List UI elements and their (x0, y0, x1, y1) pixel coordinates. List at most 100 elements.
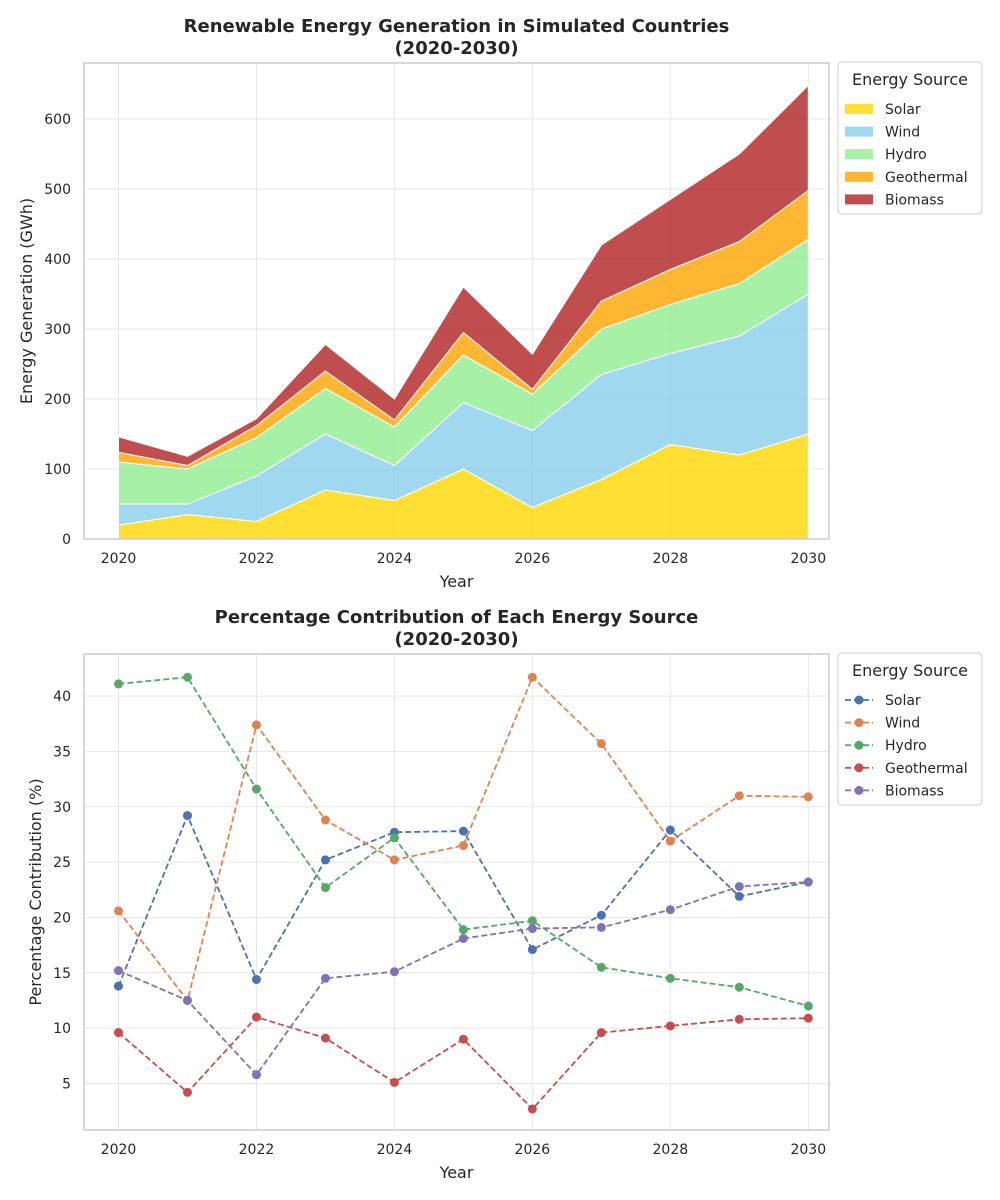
point-geothermal (734, 1014, 744, 1024)
legend-item-solar: Solar (845, 693, 921, 709)
legend-item-wind: Wind (845, 125, 920, 141)
legend-swatch (845, 104, 873, 114)
chart-2: 2020 2022 2024 2026 2028 2030 5 10 15 20 25 30 35 40 Y… (26, 607, 983, 1182)
chart-1: 2020 2022 2024 2026 2028 2030 0 100 200 300 400 500… (17, 16, 983, 591)
series-wind (113, 672, 813, 1005)
legend-label: Wind (885, 125, 920, 141)
point-wind (251, 720, 261, 730)
legend-swatch (845, 194, 873, 205)
point-solar (182, 811, 192, 821)
y-tick-label: 10 (53, 1021, 71, 1037)
point-hydro (389, 833, 399, 843)
point-biomass (665, 905, 675, 915)
series-hydro (113, 672, 813, 1011)
x-tick-label: 2024 (377, 1142, 413, 1158)
legend: Energy Source Solar Wind Hydro Geothermal Bio… (837, 652, 983, 806)
point-wind (803, 792, 813, 802)
x-tick-label: 2020 (101, 1142, 137, 1158)
point-biomass (182, 995, 192, 1005)
legend-item-geothermal: Geothermal (845, 170, 968, 186)
y-axis-label: Energy Generation (GWh) (17, 198, 36, 404)
point-wind (734, 791, 744, 801)
point-geothermal (182, 1087, 192, 1097)
series-solar (113, 811, 813, 991)
area-biomass (118, 84, 809, 467)
y-tick-label: 0 (62, 532, 71, 548)
point-wind (665, 836, 675, 846)
x-tick-label: 2020 (101, 551, 137, 567)
point-hydro (803, 1001, 813, 1011)
legend-label: Solar (885, 693, 921, 709)
point-wind (389, 855, 399, 865)
y-tick-label: 500 (44, 182, 71, 198)
point-geothermal (320, 1033, 330, 1043)
point-solar (734, 891, 744, 901)
legend-swatch (845, 149, 873, 160)
legend-label: Solar (885, 102, 921, 118)
chart-title-line: Renewable Energy Generation in Simulated… (184, 16, 730, 37)
legend-frame (837, 652, 983, 806)
chart-title: Percentage Contribution of Each Energy S… (215, 607, 699, 650)
point-biomass (527, 924, 537, 934)
x-tick-label: 2028 (653, 551, 689, 567)
y-tick-label: 300 (44, 322, 71, 338)
x-axis-label: Year (439, 1163, 474, 1182)
x-tick-label: 2022 (239, 551, 275, 567)
legend: Energy Source Solar Wind Hydro Geothermal Bio… (837, 61, 983, 215)
point-solar (458, 826, 468, 836)
series-biomass (113, 877, 813, 1080)
point-geothermal (113, 1028, 123, 1038)
point-wind (596, 739, 606, 749)
legend-label: Biomass (885, 192, 944, 208)
point-biomass (458, 933, 468, 943)
plot-area-frame (83, 62, 830, 540)
legend-item-hydro: Hydro (845, 738, 927, 754)
legend-marker (854, 718, 864, 728)
point-geothermal (458, 1034, 468, 1044)
x-tick-label: 2024 (377, 551, 413, 567)
legend-marker (854, 763, 864, 773)
chart-title-line: Percentage Contribution of Each Energy S… (215, 607, 699, 628)
point-hydro (113, 679, 123, 689)
legend-label: Hydro (885, 147, 927, 163)
x-tick-label: 2026 (515, 551, 551, 567)
x-tick-label: 2030 (790, 1142, 826, 1158)
point-hydro (320, 883, 330, 893)
point-geothermal (665, 1021, 675, 1031)
y-tick-label: 15 (53, 966, 71, 982)
point-hydro (527, 916, 537, 926)
y-axis-label: Percentage Contribution (%) (26, 778, 45, 1005)
grid-lines (84, 654, 829, 1130)
y-tick-label: 25 (53, 855, 71, 871)
point-biomass (251, 1070, 261, 1080)
y-tick-label: 35 (53, 744, 71, 760)
point-biomass (113, 966, 123, 976)
y-tick-label: 30 (53, 800, 71, 816)
legend-item-wind: Wind (845, 716, 920, 732)
y-tick-label: 5 (62, 1077, 71, 1093)
y-tick-label: 600 (44, 112, 71, 128)
legend-item-biomass: Biomass (845, 783, 944, 799)
point-wind (113, 906, 123, 916)
point-biomass (389, 967, 399, 977)
plot-area-frame (83, 653, 830, 1131)
point-wind (458, 841, 468, 851)
tick-labels: 2020 2022 2024 2026 2028 2030 0 100 200 300 400 500… (44, 112, 826, 567)
x-tick-label: 2022 (239, 1142, 275, 1158)
legend-title: Energy Source (852, 661, 968, 680)
point-wind (320, 815, 330, 825)
point-geothermal (803, 1013, 813, 1023)
legend-item-hydro: Hydro (845, 147, 927, 163)
chart-title: Renewable Energy Generation in Simulated… (184, 16, 730, 59)
legend-marker (854, 785, 864, 795)
x-tick-label: 2028 (653, 1142, 689, 1158)
legend-swatch (845, 126, 873, 137)
point-solar (113, 981, 123, 991)
y-tick-label: 200 (44, 392, 71, 408)
legend-marker (854, 740, 864, 750)
line-biomass (118, 881, 809, 1077)
point-hydro (182, 672, 192, 682)
legend-item-biomass: Biomass (845, 192, 944, 208)
x-axis-label: Year (439, 572, 474, 591)
